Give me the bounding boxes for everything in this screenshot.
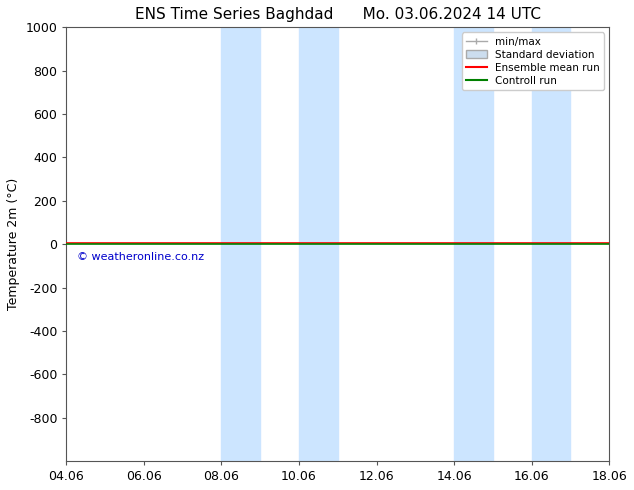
Legend: min/max, Standard deviation, Ensemble mean run, Controll run: min/max, Standard deviation, Ensemble me… [462,32,604,90]
Title: ENS Time Series Baghdad      Mo. 03.06.2024 14 UTC: ENS Time Series Baghdad Mo. 03.06.2024 1… [135,7,541,22]
Bar [532,27,571,461]
Bar [221,27,260,461]
Text: © weatheronline.co.nz: © weatheronline.co.nz [77,252,204,262]
Bar [454,27,493,461]
Bar [299,27,338,461]
Y-axis label: Temperature 2m (°C): Temperature 2m (°C) [7,178,20,310]
